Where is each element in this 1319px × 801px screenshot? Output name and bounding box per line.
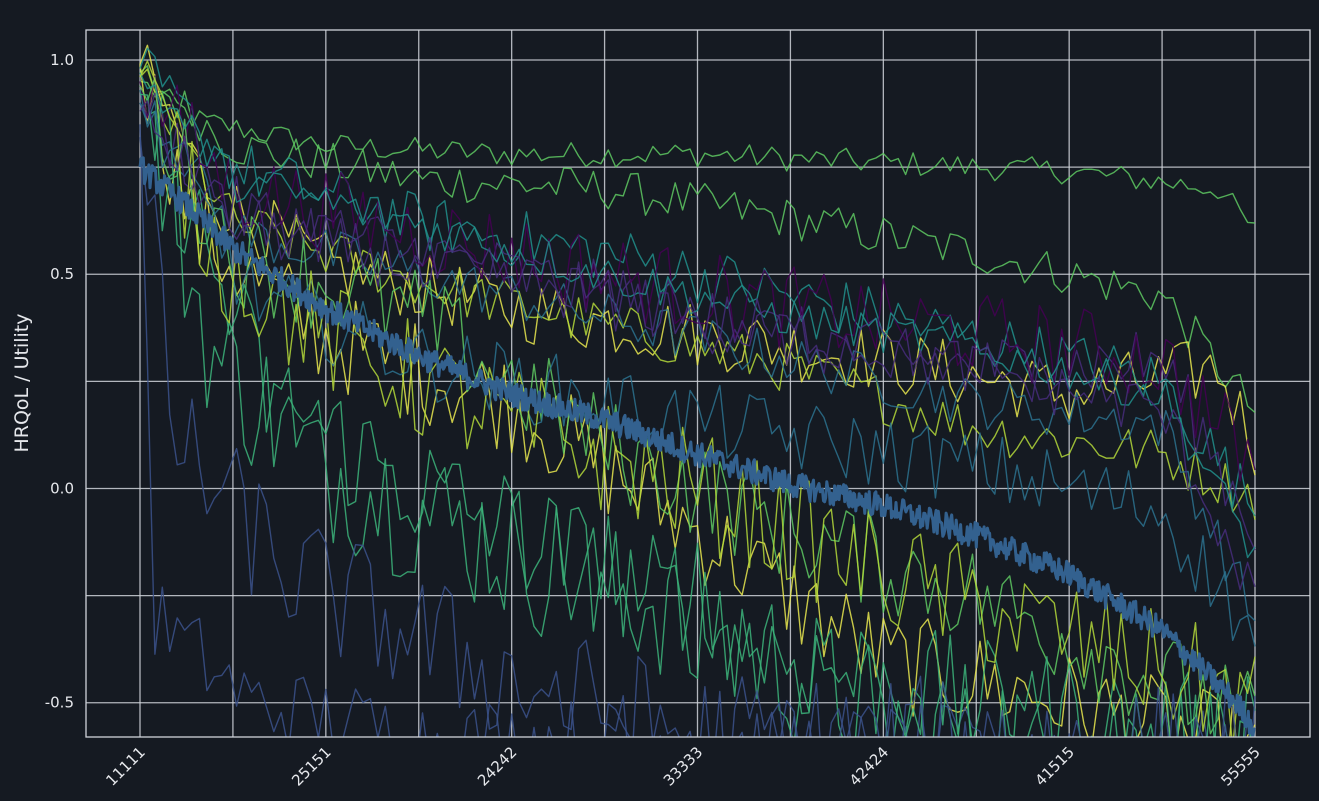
plot-frame	[85, 29, 1311, 738]
series-line	[139, 65, 1256, 414]
y-tick-label: 0.0	[50, 479, 74, 497]
series-line	[139, 137, 1256, 737]
series-line	[139, 47, 1256, 517]
series-line	[139, 102, 1256, 737]
mean-series	[138, 156, 1256, 737]
series-line	[139, 68, 1256, 520]
y-axis-title: HRQoL / Utility	[11, 313, 33, 452]
series-line	[139, 60, 1256, 737]
series-line	[139, 64, 1256, 737]
series-line	[139, 92, 1252, 737]
series-line	[139, 80, 1256, 224]
y-tick-label: 0.5	[50, 265, 74, 283]
y-tick-label: -0.5	[45, 694, 74, 712]
series-lines	[139, 44, 1256, 737]
mean-line	[138, 156, 1256, 737]
y-tick-label: 1.0	[50, 51, 74, 69]
series-line	[139, 75, 1256, 482]
series-line	[139, 100, 1256, 591]
series-line	[139, 100, 1256, 647]
series-line	[139, 124, 1251, 737]
y-tick-labels: -0.5 0.0 0.5 1.0	[45, 51, 74, 712]
